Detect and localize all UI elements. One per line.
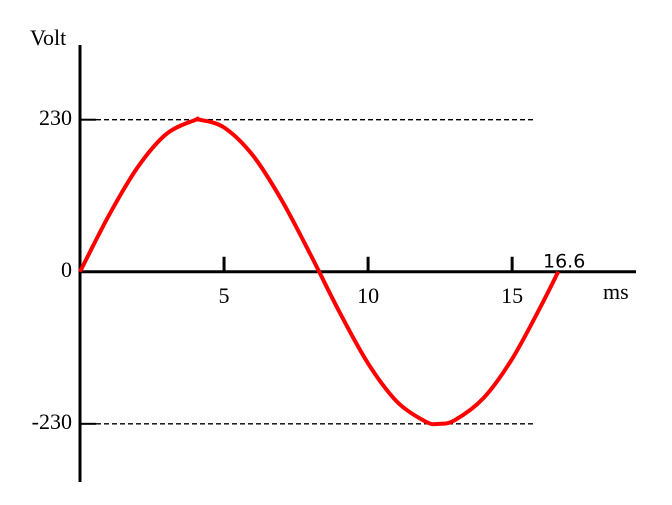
annotation: 16.6: [543, 251, 585, 273]
x-tick-label: 10: [357, 283, 379, 308]
y-tick-label: 0: [61, 257, 72, 282]
sine-curve: [78, 116, 561, 427]
x-axis-label: ms: [603, 279, 629, 304]
x-tick-label: 15: [501, 283, 523, 308]
y-tick-label: 230: [39, 105, 72, 130]
x-tick-label: 5: [219, 283, 230, 308]
y-axis-label: Volt: [30, 25, 66, 50]
y-tick-label: -230: [32, 409, 72, 434]
